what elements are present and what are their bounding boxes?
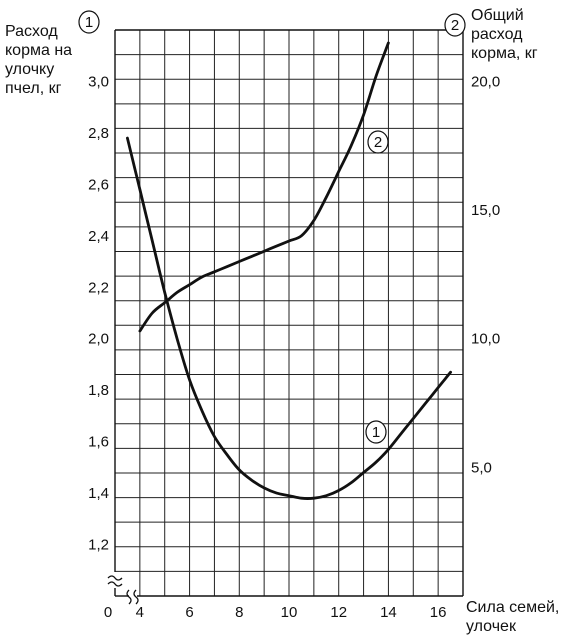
left-axis-marker: 1 (78, 10, 100, 34)
right-axis-label: Общий расход корма, кг (471, 7, 538, 62)
x-axis-break-mark (133, 589, 139, 605)
x-tick-label: 14 (380, 604, 397, 621)
right-tick-label: 10,0 (471, 331, 500, 348)
left-axis-ticks: 1,2 1,4 1,6 1,8 2,0 2,2 2,4 2,6 2,8 3,0 (88, 73, 109, 553)
x-axis-ticks: 4 6 8 10 12 14 16 0 (104, 604, 447, 621)
axes (107, 29, 464, 605)
right-tick-label: 20,0 (471, 73, 500, 90)
x-tick-label: 10 (281, 604, 298, 621)
y-axis-break-mark (107, 581, 123, 587)
grid (115, 30, 463, 596)
x-tick-label: 4 (136, 604, 144, 621)
svg-text:2: 2 (374, 134, 382, 151)
series-1-line (126, 136, 452, 500)
left-tick-label: 1,8 (88, 382, 109, 399)
left-tick-label: 2,6 (88, 176, 109, 193)
left-tick-label: 2,2 (88, 279, 109, 296)
left-tick-label: 2,4 (88, 228, 109, 245)
x-tick-label: 6 (185, 604, 193, 621)
svg-text:1: 1 (85, 14, 93, 31)
left-tick-label: 1,6 (88, 434, 109, 451)
left-tick-label: 2,0 (88, 331, 109, 348)
series-2-marker: 2 (367, 130, 389, 154)
x-tick-label: 8 (235, 604, 243, 621)
right-tick-label: 15,0 (471, 202, 500, 219)
svg-text:1: 1 (372, 424, 380, 441)
left-tick-label: 3,0 (88, 73, 109, 90)
right-axis-marker: 2 (444, 13, 466, 37)
left-tick-label: 1,4 (88, 485, 109, 502)
series-1-marker: 1 (365, 420, 387, 444)
x-tick-label: 12 (330, 604, 347, 621)
right-tick-label: 5,0 (471, 459, 492, 476)
series-lines (126, 41, 452, 500)
x-origin-label: 0 (104, 604, 112, 621)
series-markers: 12 (365, 130, 389, 444)
svg-text:2: 2 (451, 17, 459, 34)
right-axis-ticks: 5,0 10,0 15,0 20,0 (471, 73, 500, 476)
left-tick-label: 2,8 (88, 125, 109, 142)
left-axis-label: Расход корма на улочку пчел, кг (5, 23, 73, 97)
x-tick-label: 16 (430, 604, 447, 621)
series-2-line (138, 41, 390, 333)
left-tick-label: 1,2 (88, 537, 109, 554)
x-axis-label: Сила семей, улочек (466, 599, 560, 635)
y-axis-break-mark (107, 575, 123, 581)
x-axis-break-mark (126, 589, 132, 605)
